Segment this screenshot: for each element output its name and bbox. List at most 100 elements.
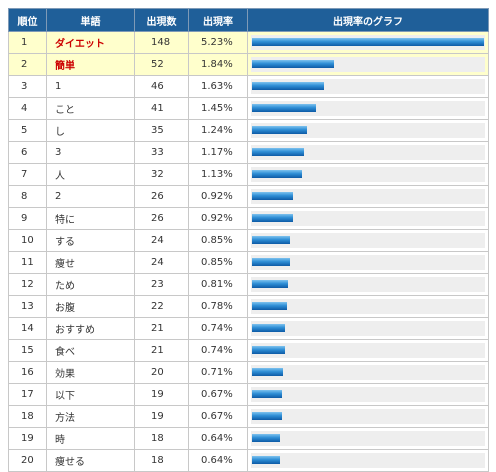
header-rate: 出現率	[188, 8, 248, 32]
count-cell: 33	[134, 141, 189, 164]
table-row: 10 する 24 0.85%	[8, 229, 489, 252]
word-cell: 2	[46, 185, 135, 208]
rate-bar	[252, 60, 334, 68]
graph-cell	[247, 339, 489, 362]
rate-bar-track	[251, 233, 485, 248]
table-row: 11 痩せ 24 0.85%	[8, 251, 489, 274]
rate-bar	[252, 170, 302, 178]
table-row: 14 おすすめ 21 0.74%	[8, 317, 489, 340]
table-row: 1 ダイエット 148 5.23%	[8, 31, 489, 54]
graph-cell	[247, 229, 489, 252]
rate-bar-track	[251, 123, 485, 138]
count-cell: 41	[134, 97, 189, 120]
graph-cell	[247, 427, 489, 450]
rate-cell: 1.17%	[188, 141, 248, 164]
rank-cell: 19	[8, 427, 47, 450]
table-row: 12 ため 23 0.81%	[8, 273, 489, 296]
word-cell: こと	[46, 97, 135, 120]
word-cell: 方法	[46, 405, 135, 428]
rate-bar	[252, 258, 290, 266]
rate-cell: 0.74%	[188, 339, 248, 362]
rate-bar-track	[251, 343, 485, 358]
graph-cell	[247, 163, 489, 186]
rate-bar-track	[251, 35, 485, 50]
count-cell: 24	[134, 251, 189, 274]
graph-cell	[247, 31, 489, 54]
word-cell: 効果	[46, 361, 135, 384]
graph-cell	[247, 361, 489, 384]
word-frequency-table: 順位 単語 出現数 出現率 出現率のグラフ 1 ダイエット 148 5.23% 2 簡単 5…	[8, 8, 489, 472]
rate-bar	[252, 324, 285, 332]
count-cell: 19	[134, 383, 189, 406]
graph-cell	[247, 185, 489, 208]
rate-bar-track	[251, 57, 485, 72]
header-rank: 順位	[8, 8, 47, 32]
table-body: 1 ダイエット 148 5.23% 2 簡単 52 1.84% 3 1 46 1.63% 4 こと 41 1.…	[8, 31, 489, 472]
rate-cell: 0.85%	[188, 251, 248, 274]
word-cell: 特に	[46, 207, 135, 230]
rate-cell: 0.81%	[188, 273, 248, 296]
table-row: 19 時 18 0.64%	[8, 427, 489, 450]
table-row: 13 お腹 22 0.78%	[8, 295, 489, 318]
graph-cell	[247, 75, 489, 98]
count-cell: 20	[134, 361, 189, 384]
count-cell: 18	[134, 427, 189, 450]
rate-bar	[252, 148, 304, 156]
rank-cell: 15	[8, 339, 47, 362]
count-cell: 23	[134, 273, 189, 296]
rate-bar	[252, 236, 290, 244]
table-row: 6 3 33 1.17%	[8, 141, 489, 164]
rank-cell: 14	[8, 317, 47, 340]
rate-bar	[252, 82, 324, 90]
word-cell: 1	[46, 75, 135, 98]
rank-cell: 5	[8, 119, 47, 142]
word-cell: 簡単	[46, 53, 135, 76]
rate-bar	[252, 346, 285, 354]
graph-cell	[247, 207, 489, 230]
word-cell: ため	[46, 273, 135, 296]
count-cell: 21	[134, 339, 189, 362]
graph-cell	[247, 273, 489, 296]
rate-bar-track	[251, 145, 485, 160]
rank-cell: 6	[8, 141, 47, 164]
count-cell: 22	[134, 295, 189, 318]
graph-cell	[247, 295, 489, 318]
count-cell: 26	[134, 185, 189, 208]
rate-bar-track	[251, 167, 485, 182]
table-row: 4 こと 41 1.45%	[8, 97, 489, 120]
word-cell: 人	[46, 163, 135, 186]
rank-cell: 2	[8, 53, 47, 76]
rate-bar	[252, 38, 484, 46]
table-header-row: 順位 単語 出現数 出現率 出現率のグラフ	[8, 8, 489, 32]
word-cell: する	[46, 229, 135, 252]
rate-bar-track	[251, 409, 485, 424]
rate-bar	[252, 368, 283, 376]
graph-cell	[247, 405, 489, 428]
table-row: 15 食べ 21 0.74%	[8, 339, 489, 362]
rank-cell: 11	[8, 251, 47, 274]
table-row: 5 し 35 1.24%	[8, 119, 489, 142]
rank-cell: 1	[8, 31, 47, 54]
rate-bar-track	[251, 189, 485, 204]
rate-bar-track	[251, 321, 485, 336]
rank-cell: 9	[8, 207, 47, 230]
rate-cell: 0.92%	[188, 185, 248, 208]
count-cell: 26	[134, 207, 189, 230]
rate-cell: 5.23%	[188, 31, 248, 54]
word-cell: 以下	[46, 383, 135, 406]
rate-bar-track	[251, 277, 485, 292]
word-cell: 痩せ	[46, 251, 135, 274]
rate-bar-track	[251, 299, 485, 314]
count-cell: 19	[134, 405, 189, 428]
rate-cell: 1.84%	[188, 53, 248, 76]
graph-cell	[247, 97, 489, 120]
rate-bar-track	[251, 387, 485, 402]
graph-cell	[247, 53, 489, 76]
rate-cell: 0.92%	[188, 207, 248, 230]
word-frequency-panel: 順位 単語 出現数 出現率 出現率のグラフ 1 ダイエット 148 5.23% 2 簡単 5…	[8, 8, 489, 472]
word-cell: ダイエット	[46, 31, 135, 54]
count-cell: 46	[134, 75, 189, 98]
table-row: 16 効果 20 0.71%	[8, 361, 489, 384]
rank-cell: 8	[8, 185, 47, 208]
rate-bar-track	[251, 101, 485, 116]
